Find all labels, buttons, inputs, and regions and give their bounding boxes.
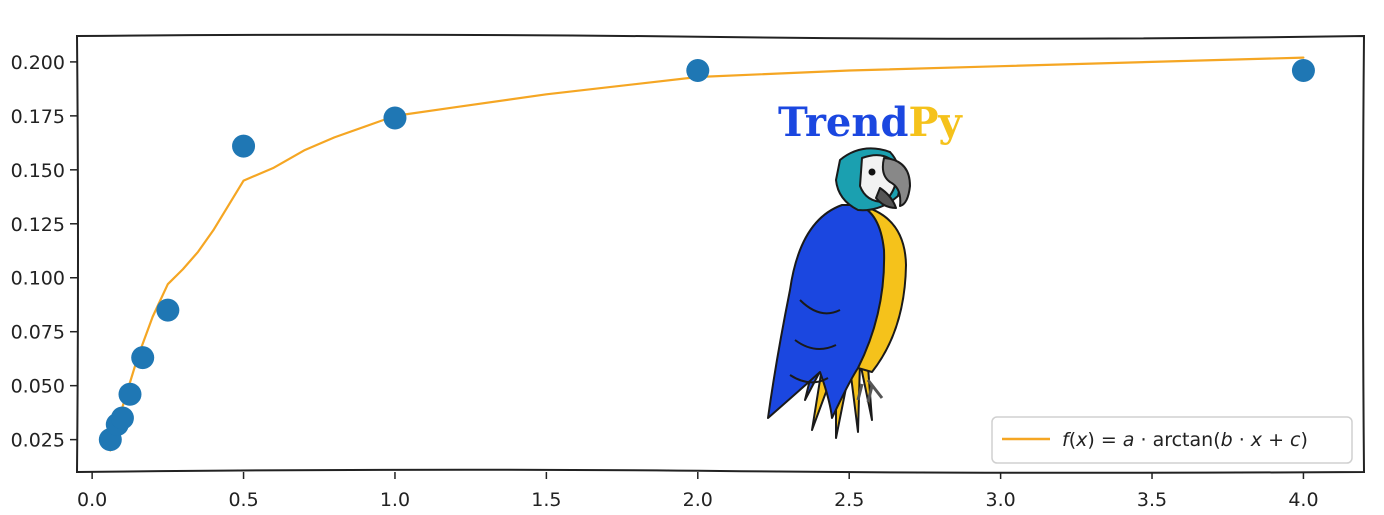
scatter-point: [110, 406, 134, 430]
logo-py: Py: [908, 99, 963, 146]
x-tick-label: 4.0: [1288, 489, 1318, 511]
scatter-points-layer: [98, 59, 1315, 452]
scatter-point: [156, 298, 180, 322]
fit-curve: [109, 56, 1305, 452]
trendpy-logo: TrendPy: [767, 99, 964, 439]
scatter-point: [118, 382, 142, 406]
y-axis: 0.025 0.050 0.075 0.100 0.125 0.150 0.175 0.200: [11, 52, 77, 452]
plot-frame: [75, 33, 1366, 474]
scatter-point: [686, 59, 710, 83]
scatter-point: [383, 106, 407, 130]
scatter-point: [232, 134, 256, 158]
y-tick-label: 0.075: [11, 322, 65, 344]
y-tick-label: 0.100: [11, 268, 65, 290]
y-tick-label: 0.200: [11, 52, 65, 74]
parrot-illustration: [767, 147, 911, 439]
x-tick-label: 0.5: [228, 489, 258, 511]
y-tick-label: 0.125: [11, 214, 65, 236]
x-tick-label: 1.0: [380, 489, 410, 511]
legend: f(x) = a · arctan(b · x + c): [991, 416, 1353, 464]
scatter-point: [1291, 59, 1315, 83]
x-tick-label: 0.0: [77, 489, 107, 511]
x-tick-label: 2.5: [834, 489, 864, 511]
logo-trend: Trend: [778, 99, 908, 146]
x-tick-label: 1.5: [531, 489, 561, 511]
y-tick-label: 0.150: [11, 160, 65, 182]
x-tick-label: 2.0: [683, 489, 713, 511]
y-tick-label: 0.175: [11, 106, 65, 128]
scatter-point: [131, 346, 155, 370]
x-tick-label: 3.5: [1137, 489, 1167, 511]
logo-text: TrendPy: [778, 99, 964, 146]
fit-curve-layer: [109, 56, 1305, 452]
x-axis: 0.0 0.5 1.0 1.5 2.0 2.5 3.0 3.5 4.0: [77, 472, 1319, 511]
legend-fit-label: f(x) = a · arctan(b · x + c): [1062, 429, 1308, 451]
x-tick-label: 3.0: [986, 489, 1016, 511]
y-tick-label: 0.025: [11, 430, 65, 452]
y-tick-label: 0.050: [11, 376, 65, 398]
